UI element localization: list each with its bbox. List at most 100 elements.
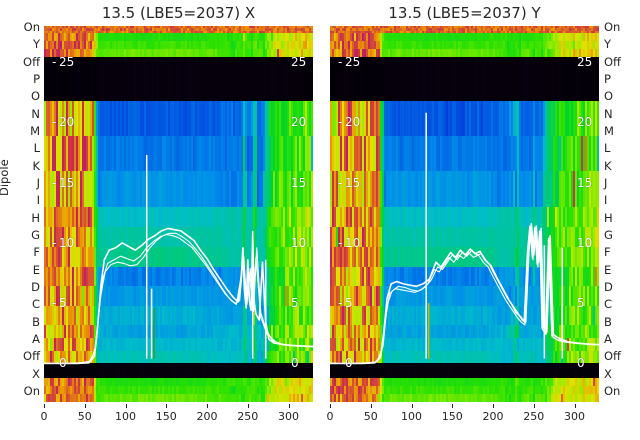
heatmap-cell: [230, 41, 234, 51]
heatmap-cell: [140, 41, 144, 51]
heatmap-cell: [168, 30, 172, 34]
heatmap-cell: [300, 33, 304, 43]
heatmap-cell: [292, 26, 296, 29]
heatmap-cell: [144, 33, 148, 43]
heatmap-cell: [224, 41, 228, 51]
heatmap-cell: [258, 28, 262, 32]
heatmap-cell: [52, 28, 55, 32]
heatmap-cell: [160, 33, 164, 43]
heatmap-cell: [70, 41, 73, 51]
heatmap-cell: [136, 41, 140, 51]
heatmap-cell: [304, 30, 308, 34]
heatmap-cell: [288, 26, 292, 29]
heatmap-left[interactable]: [44, 26, 313, 402]
heatmap-cell: [122, 30, 125, 34]
heatmap-cell: [256, 26, 260, 29]
heatmap-cell: [230, 26, 234, 29]
heatmap-cell: [294, 30, 298, 34]
heatmap-cell: [56, 30, 59, 34]
y-tick-dash: -: [52, 115, 57, 130]
heatmap-cell: [276, 28, 280, 32]
y-tick-label-inner: -15: [52, 175, 75, 190]
panel-right[interactable]: -0-5-10-15-20-25 0 5 10 15 20 25 0 50 100 150 200…: [327, 26, 599, 423]
heatmap-cell: [260, 30, 264, 34]
heatmap-cell: [248, 26, 252, 29]
heatmap-cell: [58, 28, 61, 32]
heatmap-cell: [114, 28, 117, 32]
heatmap-cell: [70, 28, 73, 32]
heatmap-cell: [82, 30, 85, 34]
heatmap-cell: [54, 28, 57, 32]
heatmap-cell: [290, 30, 294, 34]
heatmap-cell: [284, 28, 288, 32]
heatmap-cell: [154, 26, 158, 29]
heatmap-cell: [78, 28, 81, 32]
heatmap-cell: [204, 26, 208, 29]
heatmap-cell: [216, 30, 220, 34]
heatmap-cell: [160, 30, 164, 34]
heatmap-cell: [86, 33, 89, 43]
heatmap-cell: [54, 41, 57, 51]
heatmap-cell: [184, 30, 188, 34]
heatmap-cell: [98, 28, 101, 32]
heatmap-cell: [98, 30, 101, 34]
heatmap-cell: [106, 26, 109, 29]
heatmap-cell: [92, 26, 95, 29]
heatmap-cell: [216, 41, 220, 51]
heatmap-cell: [156, 41, 160, 51]
heatmap-cell: [174, 26, 178, 29]
heatmap-cell: [194, 41, 198, 51]
heatmap-cell: [134, 26, 138, 29]
heatmap-cell: [62, 30, 65, 34]
trace-overlay-left: [44, 154, 313, 365]
x-tick-mark: [125, 404, 127, 408]
heatmap-cell: [130, 41, 134, 51]
heatmap-cell: [192, 33, 196, 43]
heatmap-cell: [298, 33, 302, 43]
heatmap-cell: [196, 41, 200, 51]
panel-left[interactable]: -0-5-10-15-20-25 0 5 10 15 20 25 0 50 100 150 200…: [41, 26, 313, 423]
heatmap-cell: [270, 28, 274, 32]
heatmap-cell: [232, 33, 236, 43]
heatmap-cell: [128, 41, 132, 51]
heatmap-cell: [266, 30, 270, 34]
heatmap-right[interactable]: [330, 26, 599, 402]
heatmap-cell: [46, 33, 49, 43]
heatmap-cell: [60, 28, 63, 32]
heatmap-cell: [308, 30, 312, 34]
y-tick-label-outer: 20: [291, 115, 307, 130]
heatmap-cell: [174, 33, 178, 43]
heatmap-cell: [140, 33, 144, 43]
heatmap-cell: [102, 30, 105, 34]
heatmap-cell: [140, 28, 144, 32]
heatmap-cell: [172, 41, 176, 51]
heatmap-cell: [154, 28, 158, 32]
heatmap-cell: [196, 26, 200, 29]
y-tick-dash: -: [52, 296, 57, 311]
heatmap-cell: [264, 30, 268, 34]
heatmap-cell: [270, 26, 274, 29]
heatmap-cell: [232, 30, 236, 34]
heatmap-cell: [130, 28, 134, 32]
x-tick-mark: [166, 404, 168, 408]
heatmap-cell: [200, 41, 204, 51]
heatmap-cell: [116, 33, 119, 43]
heatmap-cell: [228, 33, 232, 43]
heatmap-cell: [112, 41, 115, 51]
heatmap-cell: [218, 30, 222, 34]
heatmap-cell: [286, 28, 290, 32]
heatmap-cell: [284, 26, 288, 29]
heatmap-cell: [110, 41, 113, 51]
heatmap-cell: [74, 30, 77, 34]
heatmap-cell: [294, 26, 298, 29]
heatmap-cell: [216, 33, 220, 43]
heatmap-cell: [130, 26, 134, 29]
heatmap-cell: [154, 30, 158, 34]
heatmap-cell: [150, 33, 154, 43]
heatmap-cell: [290, 26, 294, 29]
heatmap-cell: [200, 28, 204, 32]
heatmap-cell: [286, 26, 290, 29]
heatmap-cell: [212, 33, 216, 43]
heatmap-cell: [112, 30, 115, 34]
heatmap-cell: [48, 26, 51, 29]
